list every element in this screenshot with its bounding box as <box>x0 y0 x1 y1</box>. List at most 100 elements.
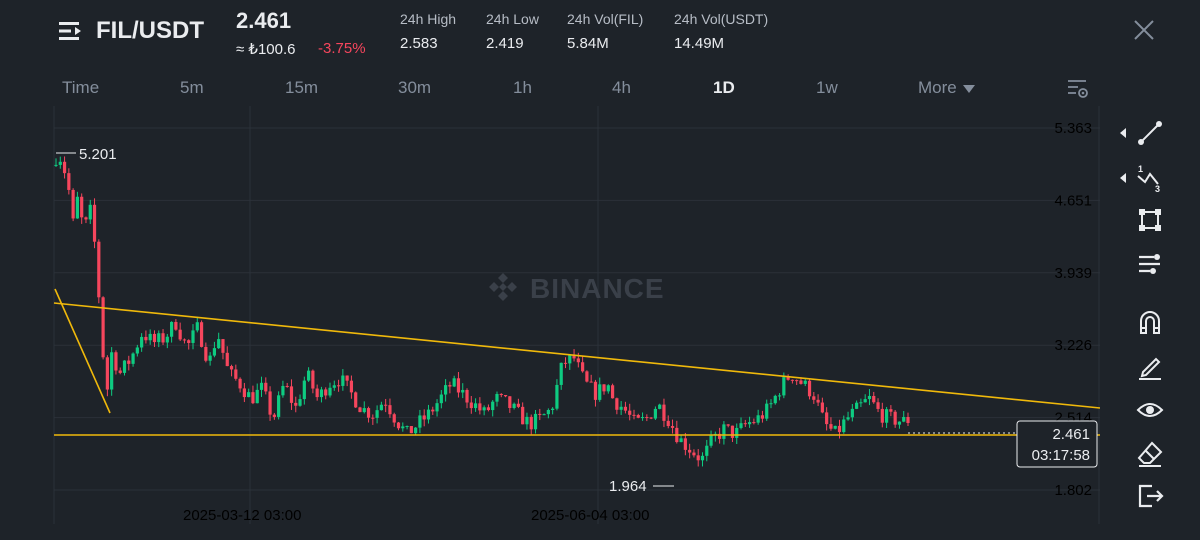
candle-body <box>880 408 884 423</box>
candle-body <box>277 395 281 417</box>
candle-body <box>799 380 803 384</box>
candle-body <box>529 416 533 430</box>
candle-body <box>795 380 799 382</box>
descending-trendline[interactable] <box>53 302 1100 409</box>
trendline-tool-icon[interactable] <box>1134 117 1166 149</box>
chart-settings-icon[interactable] <box>1066 76 1090 100</box>
candle-body <box>71 189 75 219</box>
candle-body <box>850 408 854 418</box>
tab-1d[interactable]: 1D <box>713 78 735 97</box>
candle-body <box>336 385 341 387</box>
candle-body <box>281 385 285 396</box>
trendlines[interactable] <box>53 288 1100 436</box>
candle-body <box>602 384 606 392</box>
candle-body <box>144 336 148 341</box>
candle-body <box>521 406 525 425</box>
candle-body <box>272 414 276 417</box>
tab-5m[interactable]: 5m <box>180 78 204 97</box>
candle-body <box>508 396 512 408</box>
candle-body <box>855 402 859 409</box>
stat-value-24h-high: 2.583 <box>400 35 438 52</box>
candle-body <box>122 360 127 373</box>
candle-body <box>101 297 105 358</box>
candle-body <box>67 173 71 190</box>
candle-body <box>598 384 602 400</box>
candle-body <box>242 388 246 398</box>
candle-body <box>208 355 212 361</box>
tab-time[interactable]: Time <box>62 78 100 97</box>
draw-pencil-icon[interactable] <box>1134 350 1166 382</box>
candle-body <box>388 405 392 415</box>
candle-body <box>705 445 709 456</box>
candle-body <box>743 423 747 425</box>
magnet-icon[interactable] <box>1134 306 1166 338</box>
candle-body <box>131 353 135 364</box>
tab-more[interactable]: More <box>918 78 957 97</box>
candle-body <box>610 385 615 399</box>
candle-body <box>662 404 666 421</box>
chart-grid <box>53 106 1100 524</box>
candle-body <box>251 392 255 404</box>
candle-body <box>636 415 640 418</box>
candle-body <box>379 404 383 411</box>
candle-body <box>632 414 636 416</box>
current-price-value: 2.461 <box>1052 426 1090 443</box>
tab-15m[interactable]: 15m <box>285 78 319 97</box>
expand-left-icon[interactable] <box>1118 127 1128 139</box>
candle-countdown: 03:17:58 <box>1032 447 1090 464</box>
candle-body <box>777 395 782 397</box>
candle-body <box>345 375 349 381</box>
candle-body <box>653 408 657 419</box>
candle-body <box>324 389 328 396</box>
visibility-eye-icon[interactable] <box>1134 394 1166 426</box>
candle-body <box>456 378 461 393</box>
candle-body <box>349 380 354 393</box>
candle-body <box>431 409 435 412</box>
candle-body <box>688 449 692 453</box>
candle-body <box>906 416 910 424</box>
candle-body <box>486 407 491 411</box>
menu-icon[interactable] <box>58 18 84 44</box>
candle-body <box>739 423 743 428</box>
candle-body <box>319 389 324 398</box>
candle-body <box>692 452 696 456</box>
candle-body <box>84 217 88 220</box>
tab-4h[interactable]: 4h <box>612 78 631 97</box>
candle-body <box>294 402 298 406</box>
candle-body <box>640 417 645 419</box>
candle-body <box>491 401 495 411</box>
candle-body <box>118 370 122 373</box>
candle-body <box>127 360 131 364</box>
candle-body <box>538 413 542 415</box>
candle-body <box>478 403 482 411</box>
shape-tool-icon[interactable] <box>1134 204 1166 236</box>
candle-body <box>371 417 375 419</box>
steep-trendline[interactable] <box>54 288 111 414</box>
svg-text:3: 3 <box>1155 184 1160 194</box>
candle-body <box>568 354 572 364</box>
candle-body <box>825 412 829 425</box>
candle-body <box>315 388 319 398</box>
candle-body <box>696 455 700 461</box>
close-icon[interactable] <box>1132 18 1156 42</box>
candle-body <box>769 403 773 405</box>
candle-body <box>439 394 443 404</box>
trading-pair-title[interactable]: FIL/USDT <box>96 17 204 44</box>
tab-1h[interactable]: 1h <box>513 78 532 97</box>
expand-left-icon[interactable] <box>1118 172 1128 184</box>
candle-body <box>366 408 371 418</box>
candle-body <box>341 375 345 386</box>
candle-body <box>863 399 867 403</box>
indicator-settings-icon[interactable] <box>1134 248 1166 280</box>
eraser-icon[interactable] <box>1134 437 1166 469</box>
exit-icon[interactable] <box>1134 480 1166 512</box>
chevron-down-icon[interactable] <box>962 84 976 94</box>
stat-value-24h-vol-fil: 5.84M <box>567 35 609 52</box>
candle-body <box>169 321 174 337</box>
candle-body <box>264 382 268 392</box>
tab-1w[interactable]: 1w <box>816 78 838 97</box>
candle-body <box>392 414 396 423</box>
tab-30m[interactable]: 30m <box>398 78 432 97</box>
